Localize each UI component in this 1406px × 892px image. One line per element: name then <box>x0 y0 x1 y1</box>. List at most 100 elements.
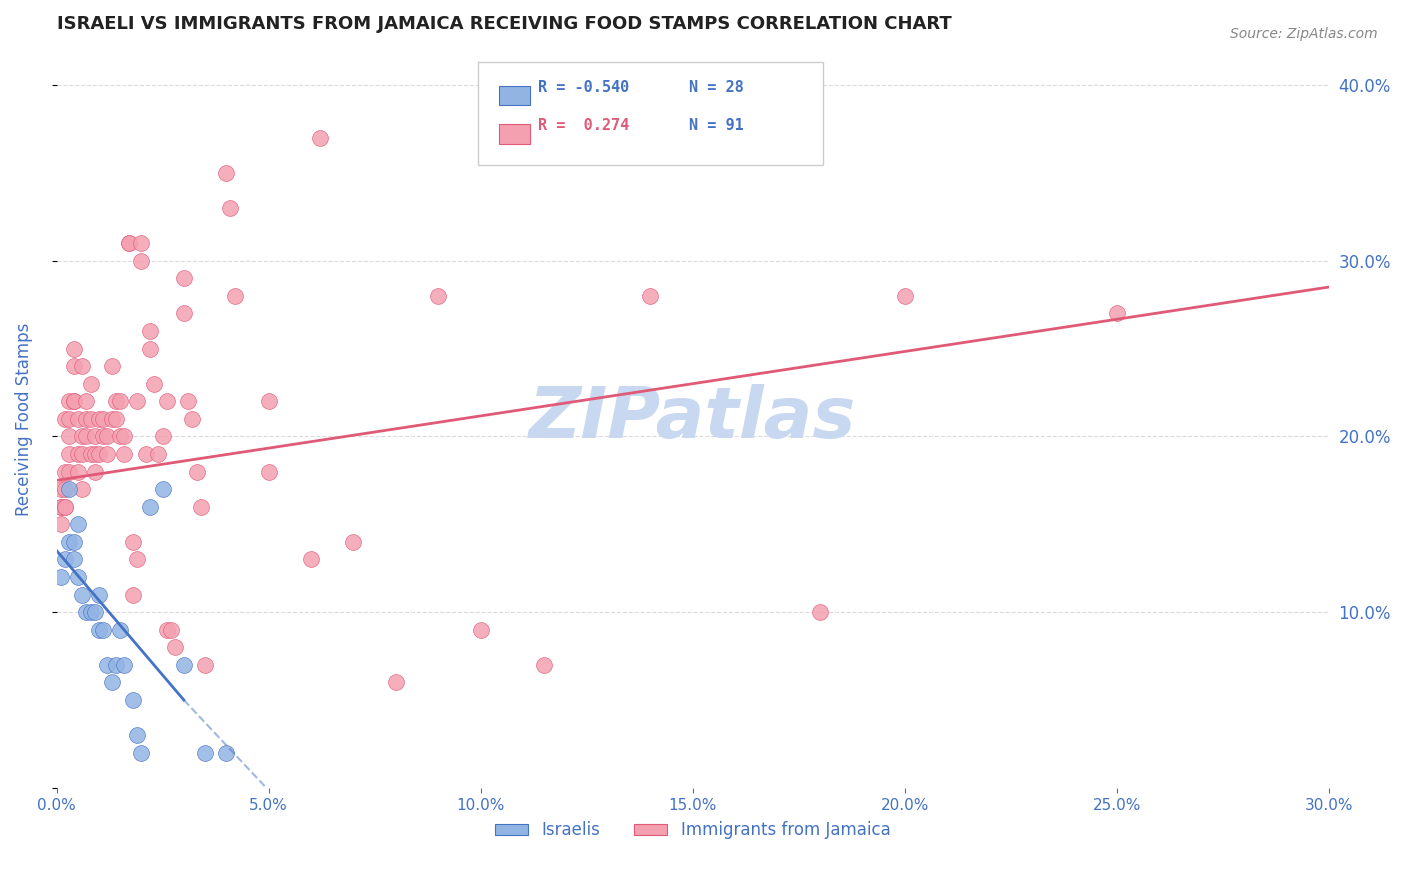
Point <box>224 289 246 303</box>
Point <box>53 412 76 426</box>
Point <box>257 394 280 409</box>
Point <box>70 447 93 461</box>
Point <box>127 728 149 742</box>
Point <box>58 534 80 549</box>
Point <box>114 429 136 443</box>
Point <box>127 552 149 566</box>
Point <box>131 253 153 268</box>
Point <box>139 500 162 514</box>
Point <box>75 394 97 409</box>
Point <box>100 359 122 373</box>
Point <box>219 201 242 215</box>
Point <box>70 429 93 443</box>
Point <box>49 570 72 584</box>
Point <box>96 447 118 461</box>
Point <box>165 640 187 655</box>
Point <box>66 465 89 479</box>
Text: ISRAELI VS IMMIGRANTS FROM JAMAICA RECEIVING FOOD STAMPS CORRELATION CHART: ISRAELI VS IMMIGRANTS FROM JAMAICA RECEI… <box>56 15 952 33</box>
Point <box>83 465 105 479</box>
Point <box>87 588 110 602</box>
Point <box>186 465 208 479</box>
Point <box>139 342 162 356</box>
Point <box>342 534 364 549</box>
Point <box>79 412 101 426</box>
Point <box>79 605 101 619</box>
Point <box>62 394 84 409</box>
Point <box>156 394 179 409</box>
Point <box>122 588 145 602</box>
Point <box>83 605 105 619</box>
Point <box>118 236 141 251</box>
Point <box>173 271 195 285</box>
Point <box>87 412 110 426</box>
Point <box>139 324 162 338</box>
Point <box>808 605 831 619</box>
Point <box>58 482 80 496</box>
Text: R =  0.274: R = 0.274 <box>538 118 630 133</box>
Point <box>148 447 170 461</box>
Point <box>533 657 555 672</box>
Point <box>131 746 153 760</box>
Point <box>58 465 80 479</box>
Point <box>110 394 132 409</box>
Point <box>104 412 127 426</box>
Point <box>62 359 84 373</box>
Point <box>58 447 80 461</box>
Point <box>62 342 84 356</box>
Point <box>122 534 145 549</box>
Point <box>114 657 136 672</box>
Point <box>91 412 114 426</box>
Point <box>79 447 101 461</box>
Point <box>49 482 72 496</box>
Point <box>173 657 195 672</box>
Point <box>66 570 89 584</box>
Point <box>49 500 72 514</box>
Point <box>194 746 217 760</box>
Point <box>160 623 183 637</box>
Point <box>58 412 80 426</box>
Point <box>75 605 97 619</box>
Point <box>53 500 76 514</box>
Point <box>131 236 153 251</box>
Point <box>110 429 132 443</box>
Point <box>100 412 122 426</box>
Point <box>177 394 200 409</box>
Point <box>91 623 114 637</box>
Point <box>70 482 93 496</box>
Point <box>104 657 127 672</box>
Point <box>87 447 110 461</box>
Point <box>110 623 132 637</box>
Point <box>58 394 80 409</box>
Point <box>118 236 141 251</box>
Point <box>66 517 89 532</box>
Y-axis label: Receiving Food Stamps: Receiving Food Stamps <box>15 322 32 516</box>
Point <box>104 394 127 409</box>
Point <box>114 447 136 461</box>
Point <box>70 359 93 373</box>
Text: R = -0.540: R = -0.540 <box>538 79 630 95</box>
Point <box>215 166 238 180</box>
Point <box>308 130 330 145</box>
Point <box>53 552 76 566</box>
Text: N = 28: N = 28 <box>689 79 744 95</box>
Text: Source: ZipAtlas.com: Source: ZipAtlas.com <box>1230 27 1378 41</box>
Point <box>53 500 76 514</box>
Point <box>53 465 76 479</box>
Point <box>91 429 114 443</box>
Point <box>62 552 84 566</box>
Point <box>893 289 915 303</box>
Point <box>79 376 101 391</box>
Legend: Israelis, Immigrants from Jamaica: Israelis, Immigrants from Jamaica <box>488 814 897 846</box>
Point <box>152 482 174 496</box>
Point <box>215 746 238 760</box>
Point <box>66 412 89 426</box>
Point <box>470 623 492 637</box>
Point <box>299 552 322 566</box>
Point <box>75 429 97 443</box>
Point <box>49 500 72 514</box>
Point <box>100 675 122 690</box>
Point <box>49 517 72 532</box>
Point <box>83 447 105 461</box>
Point <box>173 306 195 320</box>
Point <box>66 447 89 461</box>
